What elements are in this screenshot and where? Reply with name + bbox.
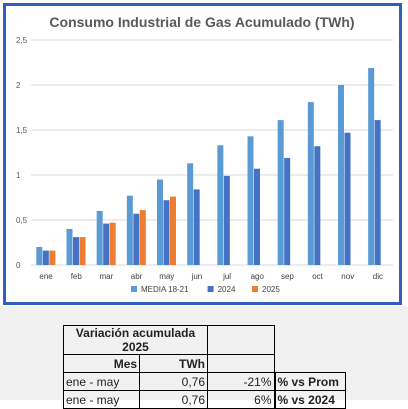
bar-2024-feb xyxy=(73,237,79,265)
y-tick-label: 2,5 xyxy=(16,36,28,45)
legend-label: 2024 xyxy=(218,285,236,294)
x-tick-label: abr xyxy=(131,272,143,281)
bar-2024-oct xyxy=(314,146,321,265)
table-empty-cell xyxy=(207,325,275,355)
chart-frame: Consumo Industrial de Gas Acumulado (TWh… xyxy=(3,3,402,305)
y-tick-label: 0,5 xyxy=(16,216,28,225)
bar-media-18-21-may xyxy=(157,179,163,265)
bar-2025-may xyxy=(170,196,176,265)
bar-2024-ene xyxy=(42,250,49,265)
x-tick-label: jun xyxy=(191,272,203,281)
table-empty-cell xyxy=(274,325,345,355)
bar-media-18-21-sep xyxy=(277,120,284,265)
variation-table: Variación acumulada 2025 Mes TWh ene - m… xyxy=(62,325,346,409)
header-mes: Mes xyxy=(62,354,141,373)
x-tick-label: mar xyxy=(100,272,114,281)
bar-2024-ago xyxy=(254,168,260,265)
x-tick-label: jul xyxy=(222,272,231,281)
bar-2024-mar xyxy=(103,223,110,265)
chart-title: Consumo Industrial de Gas Acumulado (TWh… xyxy=(49,14,354,30)
legend-swatch xyxy=(131,286,137,292)
legend-label: 2025 xyxy=(262,285,280,294)
bar-2024-may xyxy=(163,200,170,265)
bar-2025-feb xyxy=(79,237,86,265)
bar-2024-jul xyxy=(223,175,230,265)
y-tick-label: 1 xyxy=(16,171,21,180)
x-tick-label: ene xyxy=(39,272,53,281)
table-header-row: Mes TWh xyxy=(62,354,345,373)
bar-2024-abr xyxy=(133,213,140,265)
bar-2024-jun xyxy=(193,189,200,265)
table-empty-cell xyxy=(207,354,275,373)
x-tick-label: ago xyxy=(251,272,265,281)
table-empty-cell xyxy=(274,354,345,373)
bar-media-18-21-nov xyxy=(338,85,344,265)
legend-swatch xyxy=(207,286,214,292)
x-tick-label: dic xyxy=(373,272,383,281)
bar-2025-ene xyxy=(49,250,56,265)
header-twh: TWh xyxy=(139,354,208,373)
bar-2025-mar xyxy=(109,222,116,265)
x-tick-label: may xyxy=(159,272,174,281)
x-tick-label: feb xyxy=(71,272,83,281)
bar-media-18-21-abr xyxy=(126,195,133,265)
table-title-row: Variación acumulada 2025 xyxy=(63,325,345,355)
cell-comparison-label: % vs Prom xyxy=(273,372,346,391)
x-tick-label: nov xyxy=(341,272,354,281)
cell-pct: -21% xyxy=(207,372,275,391)
table-title: Variación acumulada 2025 xyxy=(63,325,208,355)
bar-media-18-21-jun xyxy=(187,163,194,265)
cell-mes: ene - may xyxy=(62,372,141,391)
bar-2024-nov xyxy=(344,132,351,265)
bar-2025-abr xyxy=(139,210,146,265)
cell-twh: 0,76 xyxy=(139,372,208,391)
bar-media-18-21-oct xyxy=(307,102,314,265)
bar-media-18-21-feb xyxy=(66,229,73,265)
legend-swatch xyxy=(252,286,258,292)
y-tick-label: 0 xyxy=(16,261,21,270)
y-tick-label: 2 xyxy=(16,81,21,90)
bar-2024-sep xyxy=(284,157,291,265)
table-row: ene - may 0,76 -21% % vs Prom xyxy=(62,372,346,391)
legend-label: MEDIA 18-21 xyxy=(141,285,189,294)
bar-media-18-21-ene xyxy=(36,247,43,265)
bar-media-18-21-jul xyxy=(217,145,224,265)
x-tick-label: oct xyxy=(312,272,323,281)
chart-svg: Consumo Industrial de Gas Acumulado (TWh… xyxy=(16,14,393,294)
bar-2024-dic xyxy=(374,120,381,265)
bar-media-18-21-ago xyxy=(247,136,254,265)
y-tick-label: 1,5 xyxy=(16,126,28,135)
x-tick-label: sep xyxy=(281,272,294,281)
bar-media-18-21-mar xyxy=(96,211,103,265)
bar-media-18-21-dic xyxy=(368,67,375,266)
